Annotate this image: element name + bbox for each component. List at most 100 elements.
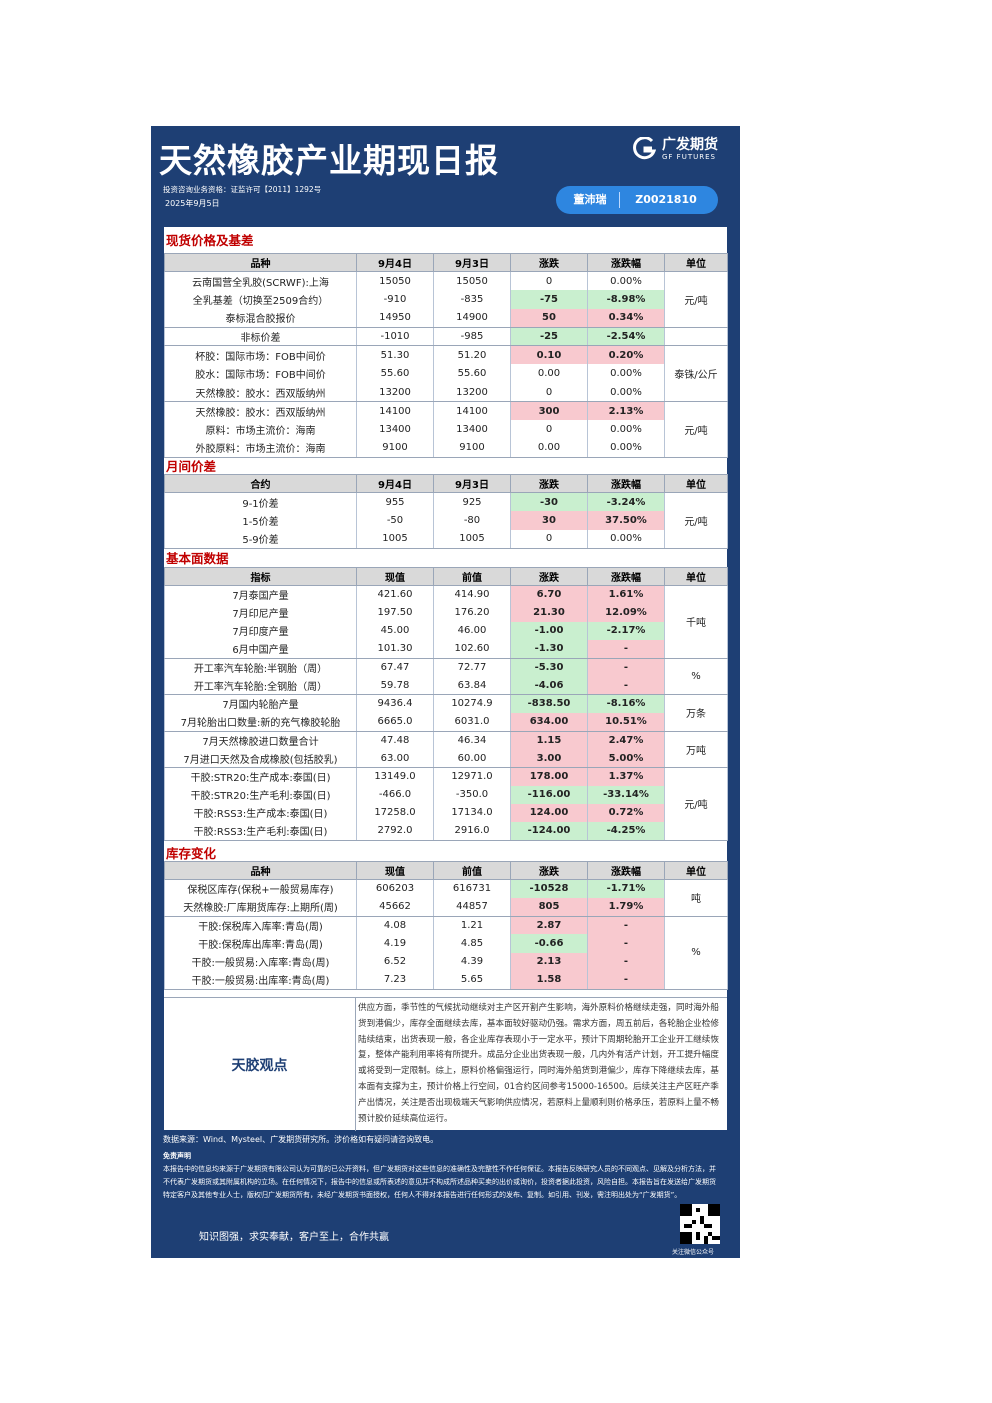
change-value: 50 — [510, 308, 588, 328]
row-name: 天然橡胶：胶水：西双版纳州 — [164, 401, 357, 421]
change-value: 2.87 — [510, 916, 588, 935]
change-percent: 10.51% — [587, 712, 665, 732]
current-value: -50 — [356, 511, 434, 530]
unit-cell: 千吨 — [664, 585, 728, 659]
previous-value: -350.0 — [433, 785, 511, 804]
column-header: 前值 — [433, 861, 511, 880]
previous-value: 925 — [433, 492, 511, 512]
change-value: 0 — [510, 271, 588, 291]
change-value: 1.58 — [510, 970, 588, 990]
current-value: 6665.0 — [356, 712, 434, 732]
current-value: 13149.0 — [356, 767, 434, 786]
change-percent: 2.47% — [587, 731, 665, 750]
inventory-table: 品种 现值 前值 涨跌 涨跌幅 单位 保税区库存(保税+一般贸易库存) 606203 61673… — [164, 861, 728, 990]
change-percent: -3.24% — [587, 492, 665, 512]
previous-value: 46.34 — [433, 731, 511, 750]
table-row: 泰标混合胶报价 14950 14900 50 0.34% — [164, 308, 728, 328]
change-value: 6.70 — [510, 585, 588, 604]
inventory-section-title: 库存变化 — [166, 846, 217, 861]
column-header: 现值 — [356, 861, 434, 880]
row-name: 干胶:一般贸易:出库率:青岛(周) — [164, 970, 357, 990]
change-percent: 0.00% — [587, 420, 665, 439]
change-value: 1.15 — [510, 731, 588, 750]
row-name: 天然橡胶:厂库期货库存:上期所(周) — [164, 897, 357, 917]
spread-section-title: 月间价差 — [166, 459, 217, 474]
unit-cell: % — [664, 916, 728, 990]
table-row: 7月天然橡胶进口数量合计 47.48 46.34 1.15 2.47% 万吨 — [164, 731, 728, 768]
column-header: 9月3日 — [433, 474, 511, 493]
table-row: 杯胶：国际市场：FOB中间价 51.30 51.20 0.10 0.20% 泰铢/公斤 — [164, 345, 728, 403]
column-header: 涨跌幅 — [587, 861, 665, 880]
change-percent: - — [587, 934, 665, 953]
company-logo: 广发期货 GF FUTURES — [632, 134, 728, 166]
change-percent: 37.50% — [587, 511, 665, 530]
current-value: 6.52 — [356, 952, 434, 971]
row-name: 7月进口天然及合成橡胶(包括胶乳) — [164, 749, 357, 768]
change-value: 300 — [510, 401, 588, 421]
change-percent: 0.00% — [587, 438, 665, 458]
current-value: 2792.0 — [356, 821, 434, 841]
change-value: 0 — [510, 420, 588, 439]
row-name: 云南国营全乳胶(SCRWF):上海 — [164, 271, 357, 291]
current-value: 101.30 — [356, 640, 434, 659]
table-header-row: 品种 现值 前值 涨跌 涨跌幅 单位 — [164, 861, 728, 880]
logo-en-text: GF FUTURES — [662, 153, 716, 161]
current-value: 15050 — [356, 271, 434, 291]
table-row: 6月中国产量 101.30 102.60 -1.30- — [164, 640, 728, 659]
current-value: 45.00 — [356, 621, 434, 641]
company-slogan: 知识图强，求实奉献，客户至上，合作共赢 — [199, 1232, 389, 1243]
previous-value: 1005 — [433, 529, 511, 549]
column-header: 品种 — [164, 861, 357, 880]
table-header-row: 品种 9月4日 9月3日 涨跌 涨跌幅 单位 — [164, 253, 728, 272]
change-percent: 0.00% — [587, 364, 665, 384]
current-value: 17258.0 — [356, 803, 434, 822]
change-percent: 0.34% — [587, 308, 665, 328]
current-value: 14950 — [356, 308, 434, 328]
column-header: 单位 — [664, 253, 728, 272]
current-value: -1010 — [356, 327, 434, 347]
table-row: 7月轮胎出口数量:新的充气橡胶轮胎 6665.0 6031.0 634.00 10.51… — [164, 712, 728, 732]
table-row: 干胶:一般贸易:入库率:青岛(周) 6.52 4.39 2.13- — [164, 952, 728, 971]
change-value: 30 — [510, 511, 588, 530]
change-value: 3.00 — [510, 749, 588, 768]
current-value: 14100 — [356, 401, 434, 421]
view-label: 天胶观点 — [164, 998, 356, 1131]
change-value: -0.66 — [510, 934, 588, 953]
column-header: 涨跌幅 — [587, 567, 665, 586]
change-value: -75 — [510, 290, 588, 309]
previous-value: 55.60 — [433, 364, 511, 384]
change-percent: 2.13% — [587, 401, 665, 421]
change-value: 124.00 — [510, 803, 588, 822]
table-row: 5-9价差 1005 1005 0 0.00% — [164, 529, 728, 549]
previous-value: -985 — [433, 327, 511, 347]
change-value: 178.00 — [510, 767, 588, 786]
qr-code-icon — [680, 1204, 720, 1244]
previous-value: 63.84 — [433, 676, 511, 696]
report-date: 2025年9月5日 — [165, 199, 220, 208]
change-value: -838.50 — [510, 694, 588, 713]
previous-value: 10274.9 — [433, 694, 511, 713]
content-panel: 现货价格及基差 品种 9月4日 9月3日 涨跌 涨跌幅 单位 云南国营全乳胶(SCRWF):… — [164, 227, 728, 1131]
row-name: 干胶:RSS3:生产成本:泰国(日) — [164, 803, 357, 822]
column-header: 涨跌 — [510, 861, 588, 880]
row-name: 干胶:STR20:生产毛利:泰国(日) — [164, 785, 357, 804]
disclaimer-title: 免责声明 — [163, 1152, 191, 1160]
table-row: 外胶原料：市场主流价：海南 9100 9100 0.00 0.00% — [164, 438, 728, 458]
row-name: 开工率汽车轮胎:全钢胎（周） — [164, 676, 357, 696]
column-header: 涨跌幅 — [587, 253, 665, 272]
row-name: 1-5价差 — [164, 511, 357, 530]
current-value: 197.50 — [356, 603, 434, 622]
spot-price-table: 品种 9月4日 9月3日 涨跌 涨跌幅 单位 云南国营全乳胶(SCRWF):上海 15050 1… — [164, 253, 728, 458]
current-value: 955 — [356, 492, 434, 512]
previous-value: 51.20 — [433, 345, 511, 365]
table-row: 干胶:RSS3:生产毛利:泰国(日) 2792.0 2916.0 -124.00 -4.… — [164, 821, 728, 841]
row-name: 干胶:保税库出库率:青岛(周) — [164, 934, 357, 953]
fundamentals-section-title: 基本面数据 — [166, 551, 229, 566]
change-value: -1.00 — [510, 621, 588, 641]
row-name: 干胶:保税库入库率:青岛(周) — [164, 916, 357, 935]
data-source: 数据来源：Wind、Mysteel、广发期货研究所。涉价格如有疑问请咨询致电。 — [163, 1135, 439, 1144]
change-percent: -2.17% — [587, 621, 665, 641]
previous-value: -80 — [433, 511, 511, 530]
change-percent: 0.72% — [587, 803, 665, 822]
license-text: 投资咨询业务资格：证监许可【2011】1292号 — [163, 185, 322, 194]
